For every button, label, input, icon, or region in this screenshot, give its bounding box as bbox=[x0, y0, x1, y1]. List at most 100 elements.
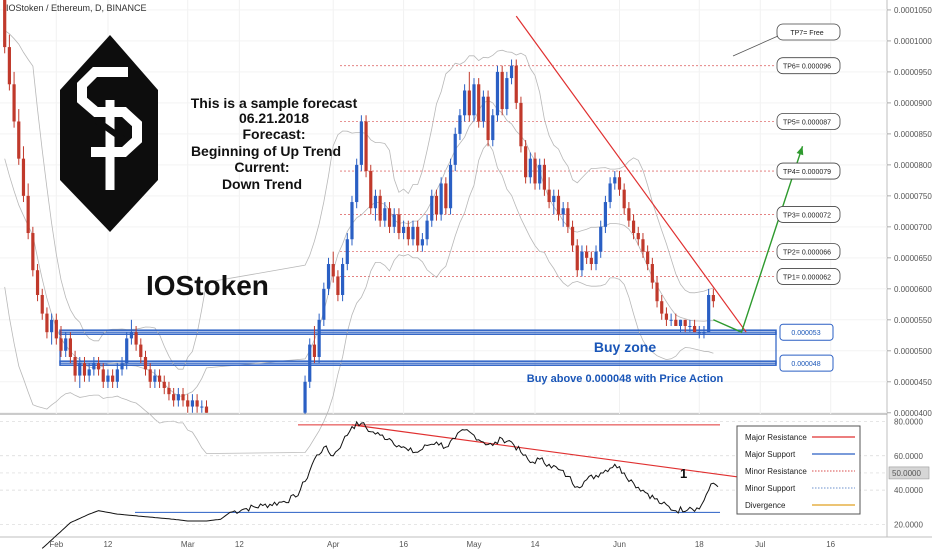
candle bbox=[528, 152, 532, 184]
candle bbox=[40, 288, 44, 320]
legend-item-label: Minor Resistance bbox=[745, 467, 807, 476]
forecast-line-2: 06.21.2018 bbox=[239, 110, 309, 126]
candle bbox=[646, 245, 650, 271]
forecast-text-block: This is a sample forecast 06.21.2018 For… bbox=[191, 95, 358, 192]
x-tick-label: May bbox=[466, 540, 481, 549]
target-level-tag: TP1= 0.000062 bbox=[776, 268, 841, 285]
candle bbox=[387, 202, 392, 234]
forecast-line-1: This is a sample forecast bbox=[191, 95, 358, 111]
oscillator-current-value: 50.0000 bbox=[892, 469, 921, 478]
legend-item-label: Divergence bbox=[745, 501, 786, 510]
candle bbox=[688, 319, 692, 333]
candle bbox=[378, 189, 382, 227]
candle bbox=[92, 356, 96, 376]
candle bbox=[463, 84, 467, 122]
candle bbox=[702, 325, 706, 339]
target-level-tag: TP2= 0.000066 bbox=[776, 243, 841, 261]
candle bbox=[669, 313, 673, 326]
candle bbox=[322, 282, 326, 326]
x-tick-label: 12 bbox=[235, 540, 244, 549]
candle bbox=[617, 171, 622, 196]
bollinger-line-lo bbox=[4, 142, 714, 454]
iost-logo-icon bbox=[60, 35, 158, 232]
candle bbox=[631, 214, 636, 240]
candle bbox=[129, 319, 134, 345]
candle bbox=[453, 127, 457, 172]
candle bbox=[650, 257, 654, 289]
candle bbox=[331, 251, 335, 283]
candle bbox=[369, 164, 373, 215]
candle bbox=[622, 183, 626, 215]
x-tick-label: Feb bbox=[49, 540, 63, 549]
candle bbox=[153, 369, 157, 388]
candle bbox=[3, 0, 7, 54]
target-level-tag: TP4= 0.000079 bbox=[776, 162, 841, 180]
candle bbox=[570, 220, 575, 252]
oscillator-series bbox=[41, 420, 719, 549]
oscillator-divergence-line bbox=[351, 424, 747, 479]
candle bbox=[556, 189, 561, 221]
grid-layer bbox=[0, 0, 887, 414]
candle bbox=[21, 146, 26, 203]
candle bbox=[472, 78, 476, 122]
forecast-line-6: Down Trend bbox=[222, 176, 302, 192]
candle bbox=[495, 65, 500, 122]
candle bbox=[481, 90, 485, 128]
candle bbox=[491, 109, 495, 147]
legend-item: Major Support bbox=[745, 450, 855, 459]
candle bbox=[204, 400, 209, 413]
candle bbox=[68, 332, 72, 364]
candle bbox=[317, 313, 321, 364]
candle bbox=[655, 276, 659, 308]
target-level-text: TP7= Free bbox=[790, 30, 823, 37]
candle bbox=[17, 109, 21, 165]
candle bbox=[350, 195, 354, 246]
target-level-text: TP2= 0.000066 bbox=[783, 250, 831, 257]
candle bbox=[594, 245, 598, 271]
candle bbox=[402, 220, 406, 240]
candle bbox=[575, 239, 579, 277]
candle bbox=[552, 189, 556, 215]
target-level-tag: TP5= 0.000087 bbox=[776, 113, 841, 130]
x-tick-label: 18 bbox=[695, 540, 704, 549]
candle bbox=[78, 356, 82, 388]
candle bbox=[200, 400, 204, 413]
candle bbox=[134, 325, 138, 351]
candle bbox=[486, 90, 490, 147]
candle bbox=[326, 257, 331, 296]
forecast-line-3: Forecast: bbox=[242, 126, 305, 142]
candle bbox=[120, 356, 124, 376]
candle bbox=[580, 245, 584, 277]
candle bbox=[340, 257, 345, 302]
candle bbox=[664, 307, 669, 326]
candle bbox=[101, 363, 105, 388]
target-level-text: TP6= 0.000096 bbox=[783, 64, 831, 71]
candle bbox=[477, 78, 481, 128]
candle bbox=[157, 369, 162, 388]
target-level-text: TP4= 0.000079 bbox=[783, 169, 831, 176]
buy-zone-upper-value: 0.000053 bbox=[791, 330, 820, 337]
legend-item: Minor Support bbox=[745, 484, 855, 493]
buy-zone-lower-value: 0.000048 bbox=[791, 361, 820, 368]
candle bbox=[7, 34, 11, 91]
oscillator-tick-label: 60.0000 bbox=[894, 452, 923, 461]
candle bbox=[355, 158, 359, 209]
candle bbox=[411, 220, 415, 246]
x-tick-label: Jun bbox=[613, 540, 626, 549]
oscillator-axis: 80.0000 60.0000 50.0000 40.0000 20.0000 bbox=[888, 417, 930, 529]
candle bbox=[172, 387, 176, 407]
candle bbox=[533, 152, 537, 190]
chart-title: IOStoken / Ethereum, D, BINANCE bbox=[6, 3, 147, 13]
candle bbox=[678, 319, 683, 333]
oscillator-tick-label: 40.0000 bbox=[894, 486, 923, 495]
oscillator-marker: 1 bbox=[680, 466, 687, 481]
candle bbox=[599, 220, 603, 258]
